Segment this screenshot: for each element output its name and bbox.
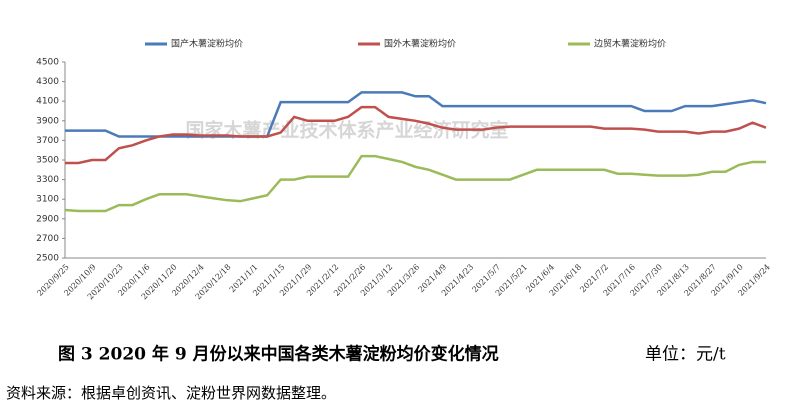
y-tick-label: 3100	[36, 195, 59, 205]
unit: 单位：元/t	[645, 345, 726, 365]
caption: 图 3 2020 年 9 月份以来中国各类木薯淀粉均价变化情况	[58, 344, 499, 365]
y-tick-label: 2500	[36, 254, 59, 264]
series-line	[64, 154, 766, 213]
y-tick-label: 4500	[36, 58, 59, 68]
y-tick-label: 4300	[36, 77, 59, 87]
legend-label: 边贸木薯淀粉均价	[594, 38, 666, 50]
source: 资料来源：根据卓创资讯、淀粉世界网数据整理。	[6, 384, 336, 402]
legend-label: 国外木薯淀粉均价	[384, 38, 456, 50]
series-line	[65, 105, 767, 165]
y-tick-label: 3300	[36, 175, 59, 185]
legend-label: 国产木薯淀粉均价	[171, 38, 243, 50]
y-tick-label: 3500	[36, 156, 59, 166]
y-tick-label: 3700	[36, 136, 59, 146]
y-tick-label: 2900	[36, 214, 59, 224]
y-tick-label: 4100	[36, 97, 59, 107]
series-line	[65, 91, 767, 138]
y-tick-label: 3900	[36, 116, 59, 126]
y-tick-label: 2700	[36, 234, 59, 244]
